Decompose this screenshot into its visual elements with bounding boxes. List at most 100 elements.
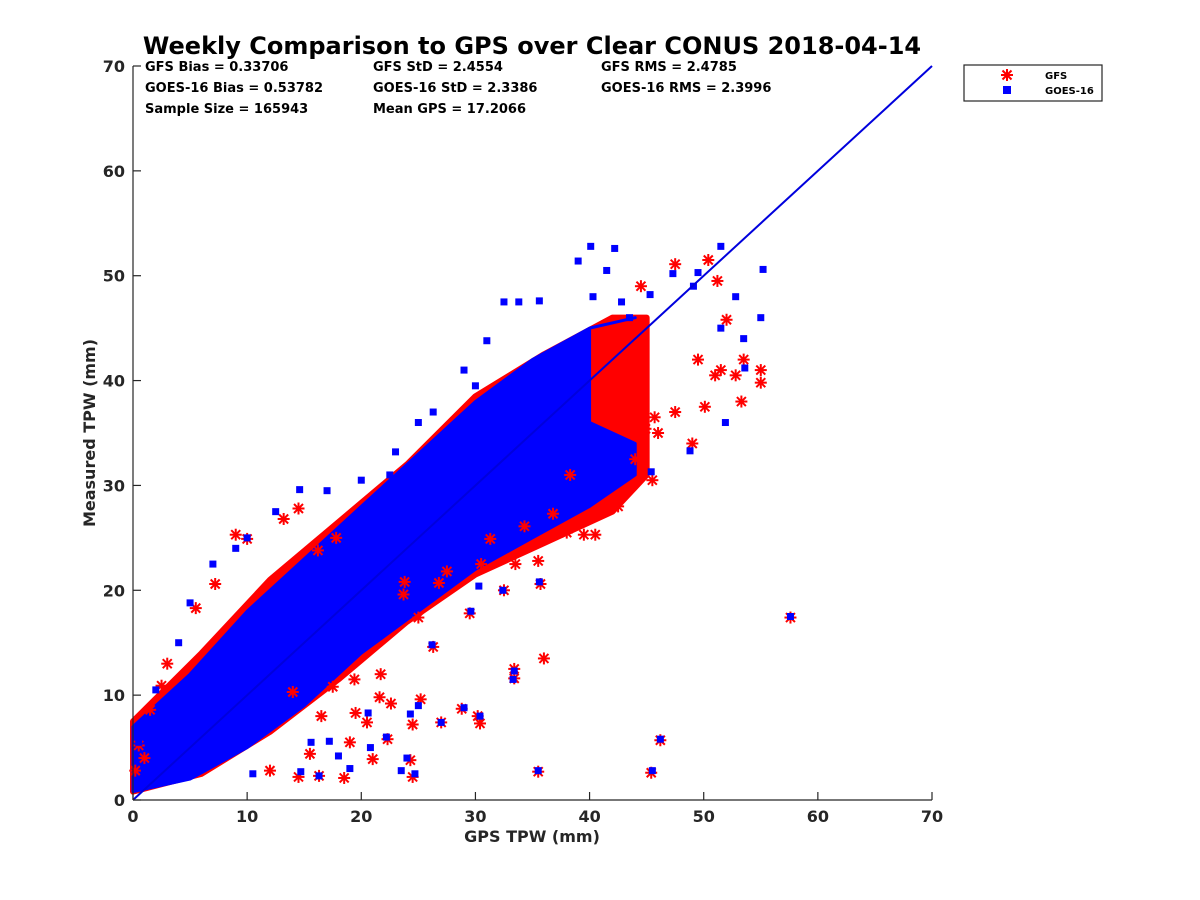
goes-16-point [509,675,517,683]
goes-16-point [500,298,508,306]
goes-16-point [721,419,729,427]
x-tick-label: 30 [464,807,486,826]
gfs-point [374,668,387,681]
gfs-point [652,427,665,439]
goes-16-point [272,508,280,516]
goes-16-point [249,770,257,778]
gfs-point [729,369,742,382]
goes-16-point [717,324,725,332]
gfs-point [720,313,733,326]
gfs-point [698,400,711,413]
gfs-point [326,680,339,693]
goes-16-point [300,592,308,600]
goes-16-point [757,314,765,322]
stat-gfs-bias: GFS Bias = 0.33706 [145,60,288,75]
goes-16-point [366,744,374,752]
one-to-one-line [132,65,933,801]
y-axis-label: Measured TPW (mm) [80,339,99,527]
gfs-point [518,520,531,533]
x-tick-label: 60 [807,807,829,826]
axis-ticks: 0 10 20 30 40 50 60 70 0 10 20 30 40 50 60 70 [103,57,943,826]
gfs-point [397,588,410,601]
statistics-panel: GFS Bias = 0.33706 GFS StD = 2.4554 GFS … [145,60,771,117]
goes-16-point [297,768,305,776]
gfs-point [432,576,445,589]
goes-16-point [364,709,372,717]
goes-16-point [403,754,411,762]
scatter-points [129,242,797,784]
gfs-point [349,706,362,719]
goes-16-point [499,586,507,594]
goes-16-point [626,314,634,322]
gfs-point [303,747,316,760]
goes-16-point [232,544,240,552]
goes-16-point [686,447,694,455]
gfs-point [144,703,157,716]
gfs-point [612,500,625,513]
y-tick-label: 20 [103,581,125,600]
gfs-point [669,406,682,419]
gfs-point [547,507,560,520]
goes-16-point [483,337,491,345]
gfs-point [714,364,727,377]
goes-16-point [694,269,702,277]
x-tick-label: 10 [236,807,258,826]
goes-16-point [618,298,626,306]
goes-16-point [186,712,194,720]
goes-16-point [411,770,419,778]
goes-16-point [510,667,518,675]
goes-16-point [732,293,740,301]
gfs-point [406,718,419,731]
goes-16-point [140,723,148,731]
goes-16-point [535,578,543,586]
goes-16-point [220,670,228,678]
goes-16-point [603,266,611,274]
goes-16-point [346,765,354,773]
dense-point-cloud [130,314,650,795]
gfs-point [754,364,767,377]
chart-title: Weekly Comparison to GPS over Clear CONU… [143,32,921,60]
gfs-point [475,558,488,571]
x-tick-label: 20 [350,807,372,826]
goes-16-point [647,468,655,476]
goes-16-point [574,257,582,265]
gfs-point [711,274,724,287]
gfs-point [366,753,379,766]
goes-16-point [175,639,183,647]
goes-16-point [152,686,160,694]
gfs-point [646,474,659,487]
gfs-point [360,716,373,729]
goes-16-point [334,752,342,760]
goes-16-point [535,297,543,305]
stat-gfs-std: GFS StD = 2.4554 [373,60,503,75]
goes-16-point [646,291,654,299]
gfs-point [263,764,276,777]
stat-sample-size: Sample Size = 165943 [145,102,308,117]
gfs-point [292,502,305,515]
gfs-point [440,565,453,578]
goes-16-point [140,765,148,773]
gfs-point [669,258,682,271]
goes-16-point [515,298,523,306]
y-tick-label: 10 [103,686,125,705]
stat-mean-gps: Mean GPS = 17.2066 [373,102,526,117]
goes-16-point [296,486,304,494]
gfs-point [537,652,550,665]
gfs-point [589,528,602,541]
gfs-point [315,710,328,723]
y-tick-label: 60 [103,162,125,181]
goes-16-point [476,712,484,720]
reference-line [132,65,933,801]
goes-16-point [563,347,571,355]
goes-16-point [467,607,475,615]
gfs-point [373,691,386,704]
x-tick-label: 50 [693,807,715,826]
goes-16-point [414,419,422,427]
goes-16-point [471,382,479,390]
goes-16-point [740,335,748,343]
goes-16-point [428,641,436,649]
gfs-point [754,376,767,389]
goes-16-point [475,582,483,590]
y-tick-label: 0 [114,791,125,810]
